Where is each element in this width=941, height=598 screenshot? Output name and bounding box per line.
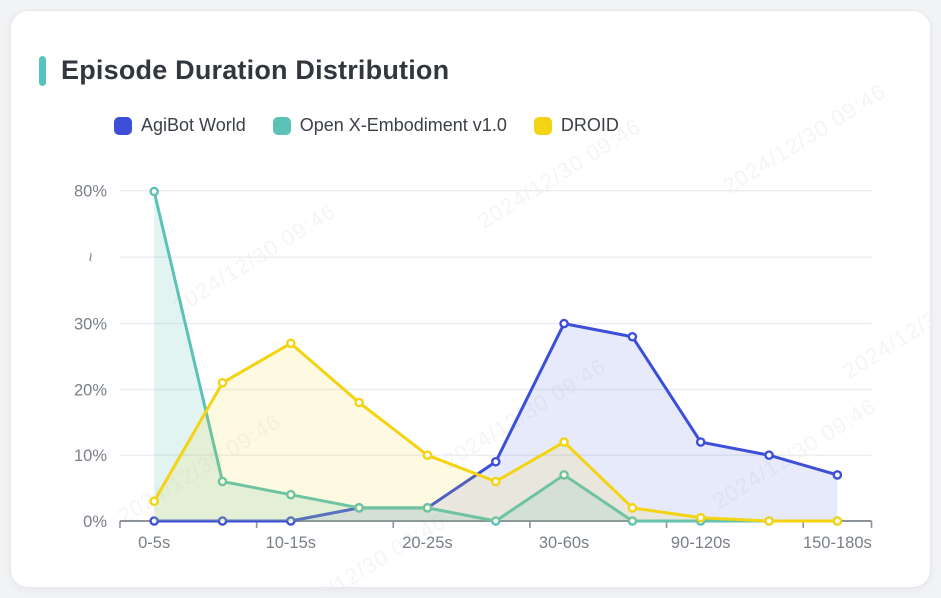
- data-point-s1-6: [559, 470, 569, 480]
- y-axis-label: 0%: [83, 513, 107, 531]
- legend-label-open-x-embodiment: Open X-Embodiment v1.0: [299, 115, 507, 135]
- x-axis-label: 0-5s: [138, 534, 170, 552]
- data-point-s0-0: [149, 516, 159, 526]
- data-point-s0-1: [217, 516, 228, 526]
- series-area-1: [154, 191, 838, 521]
- legend-swatch-agibot-world: [114, 116, 132, 135]
- series-area-0: [154, 323, 838, 521]
- title-row: Episode Duration Distribution: [39, 55, 449, 86]
- data-point-s2-1: [217, 378, 228, 388]
- data-point-s1-5: [490, 516, 501, 526]
- data-point-s2-10: [832, 516, 843, 526]
- legend-label-agibot-world: AgiBot World: [141, 115, 246, 135]
- y-axis-break-label: ~: [81, 252, 99, 262]
- legend-label-droid: DROID: [560, 115, 619, 135]
- data-point-s0-5: [490, 456, 501, 467]
- data-point-s0-7: [627, 331, 638, 342]
- legend-swatch-droid: [533, 116, 552, 135]
- data-point-s0-10: [832, 470, 843, 480]
- data-point-s1-4: [422, 503, 433, 513]
- data-point-s2-8: [695, 512, 706, 523]
- chart-legend: AgiBot World Open X-Embodiment v1.0 DROI…: [114, 115, 619, 136]
- data-point-s2-4: [422, 450, 433, 461]
- y-axis-label: 20%: [74, 381, 107, 399]
- data-point-s2-6: [559, 437, 569, 447]
- data-point-s1-3: [354, 503, 364, 513]
- data-point-s0-2: [285, 516, 296, 526]
- data-point-s2-9: [764, 516, 774, 526]
- x-axis-label: 150-180s: [803, 534, 872, 552]
- x-axis-label: 20-25s: [402, 534, 452, 552]
- data-point-s0-8: [695, 437, 706, 447]
- chart-card: 2024/12/30 09:46 2024/12/30 09:46 2024/12/…: [10, 10, 931, 588]
- data-point-s1-7: [627, 516, 638, 526]
- x-axis-label: 90-120s: [671, 534, 731, 552]
- data-point-s2-3: [354, 397, 364, 408]
- x-axis-label: 10-15s: [266, 534, 316, 552]
- data-point-s1-1: [217, 476, 228, 487]
- line-chart: 0% 10% 20% 30% ~80% 0-5s 10-15s 20-25s 30-60s 90-…: [74, 183, 873, 552]
- data-point-s2-7: [627, 503, 638, 513]
- legend-swatch-open-x-embodiment: [272, 116, 291, 135]
- data-point-s1-0: [149, 186, 159, 197]
- y-axis-label: 80%: [74, 183, 107, 201]
- x-axis-label: 30-60s: [539, 534, 589, 552]
- data-point-s0-9: [764, 450, 774, 461]
- y-axis-label: 10%: [74, 447, 107, 465]
- data-point-s2-5: [490, 476, 501, 487]
- y-axis-label: 30%: [74, 316, 107, 334]
- data-point-s2-2: [285, 338, 296, 349]
- data-point-s2-0: [149, 496, 159, 507]
- legend-item-droid[interactable]: DROID: [533, 115, 619, 136]
- chart-title: Episode Duration Distribution: [61, 55, 450, 85]
- legend-item-agibot-world[interactable]: AgiBot World: [114, 115, 246, 136]
- legend-item-open-x-embodiment[interactable]: Open X-Embodiment v1.0: [272, 115, 507, 136]
- data-point-s1-2: [285, 489, 296, 500]
- series-area-2: [154, 343, 838, 521]
- data-point-s0-6: [559, 318, 569, 329]
- title-accent-bar: [39, 55, 46, 86]
